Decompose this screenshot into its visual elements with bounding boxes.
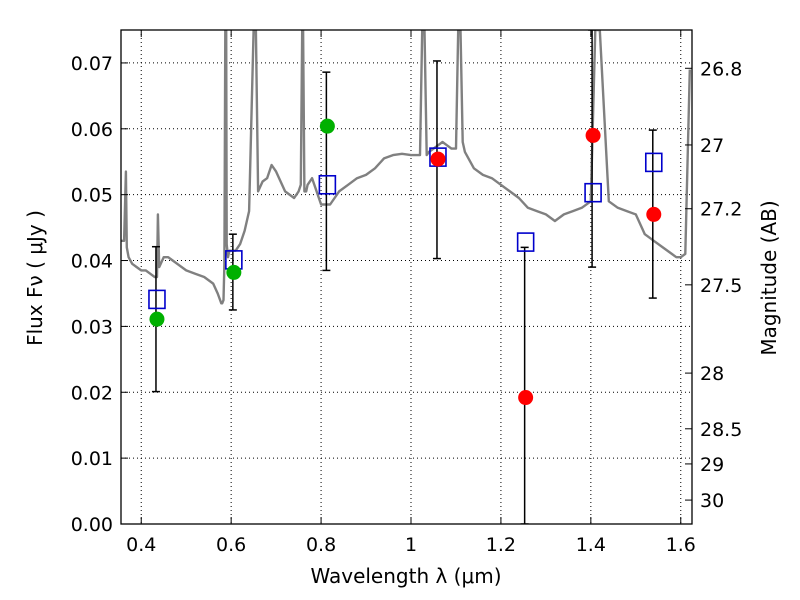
y2-tick-label-5: 28.5 [700,419,742,441]
y2-axis-title: Magnitude (AB) [757,200,781,355]
observed-point-green-0 [149,311,165,327]
y2-tick-label-0: 26.8 [700,58,742,80]
y-tick-label-0: 0.00 [71,514,113,536]
y2-tick-label-7: 30 [700,490,724,512]
x-tick-label-3: 1 [405,534,417,556]
error-bars [151,30,657,524]
observed-point-green-2 [319,118,335,134]
y2-tick-label-3: 27.5 [700,275,742,297]
x-tick-label-5: 1.4 [576,534,606,556]
observed-point-red-3 [646,206,662,222]
observed-point-green-1 [226,264,242,280]
model-flux-square-0 [148,289,166,310]
plot-frame [120,29,693,525]
model-spectrum [121,30,691,305]
grid [121,30,692,525]
y-axis-title: Flux Fν ( μJy ) [23,210,47,346]
x-tick-label-6: 1.6 [666,534,696,556]
model-flux-square-2 [318,174,337,195]
y2-tick-label-4: 28 [700,363,724,385]
y-tick-label-5: 0.05 [71,185,113,207]
y-tick-label-6: 0.06 [71,119,113,141]
x-tick-label-2: 0.8 [306,534,336,556]
y-tick-label-1: 0.01 [71,448,113,470]
observed-flux-markers [149,118,662,406]
x-tick-label-0: 0.4 [126,534,156,556]
observed-point-red-1 [518,390,534,406]
model-flux-square-6 [644,152,663,173]
axes-frame [120,29,693,525]
y-tick-label-3: 0.03 [71,316,113,338]
y2-tick-label-6: 29 [700,454,724,476]
model-spectrum-line [121,30,691,305]
x-tick-label-1: 0.6 [216,534,246,556]
observed-point-red-2 [585,127,601,143]
observed-point-red-0 [430,151,446,167]
axis-ticks: 0.4 0.6 0.8 1 1.2 1.4 1.6 0.00 0.01 0.02 0.03 0.04 0… [71,30,742,556]
y2-tick-label-2: 27.2 [700,199,742,221]
model-flux-square-4 [516,232,535,252]
y-tick-label-7: 0.07 [71,53,113,75]
x-tick-label-4: 1.2 [486,534,516,556]
x-axis-title: Wavelength λ (μm) [310,564,501,588]
y2-tick-label-1: 27 [700,135,724,157]
y-tick-label-2: 0.02 [71,382,113,404]
model-flux-square-5 [584,182,602,203]
y-tick-label-4: 0.04 [71,251,113,273]
